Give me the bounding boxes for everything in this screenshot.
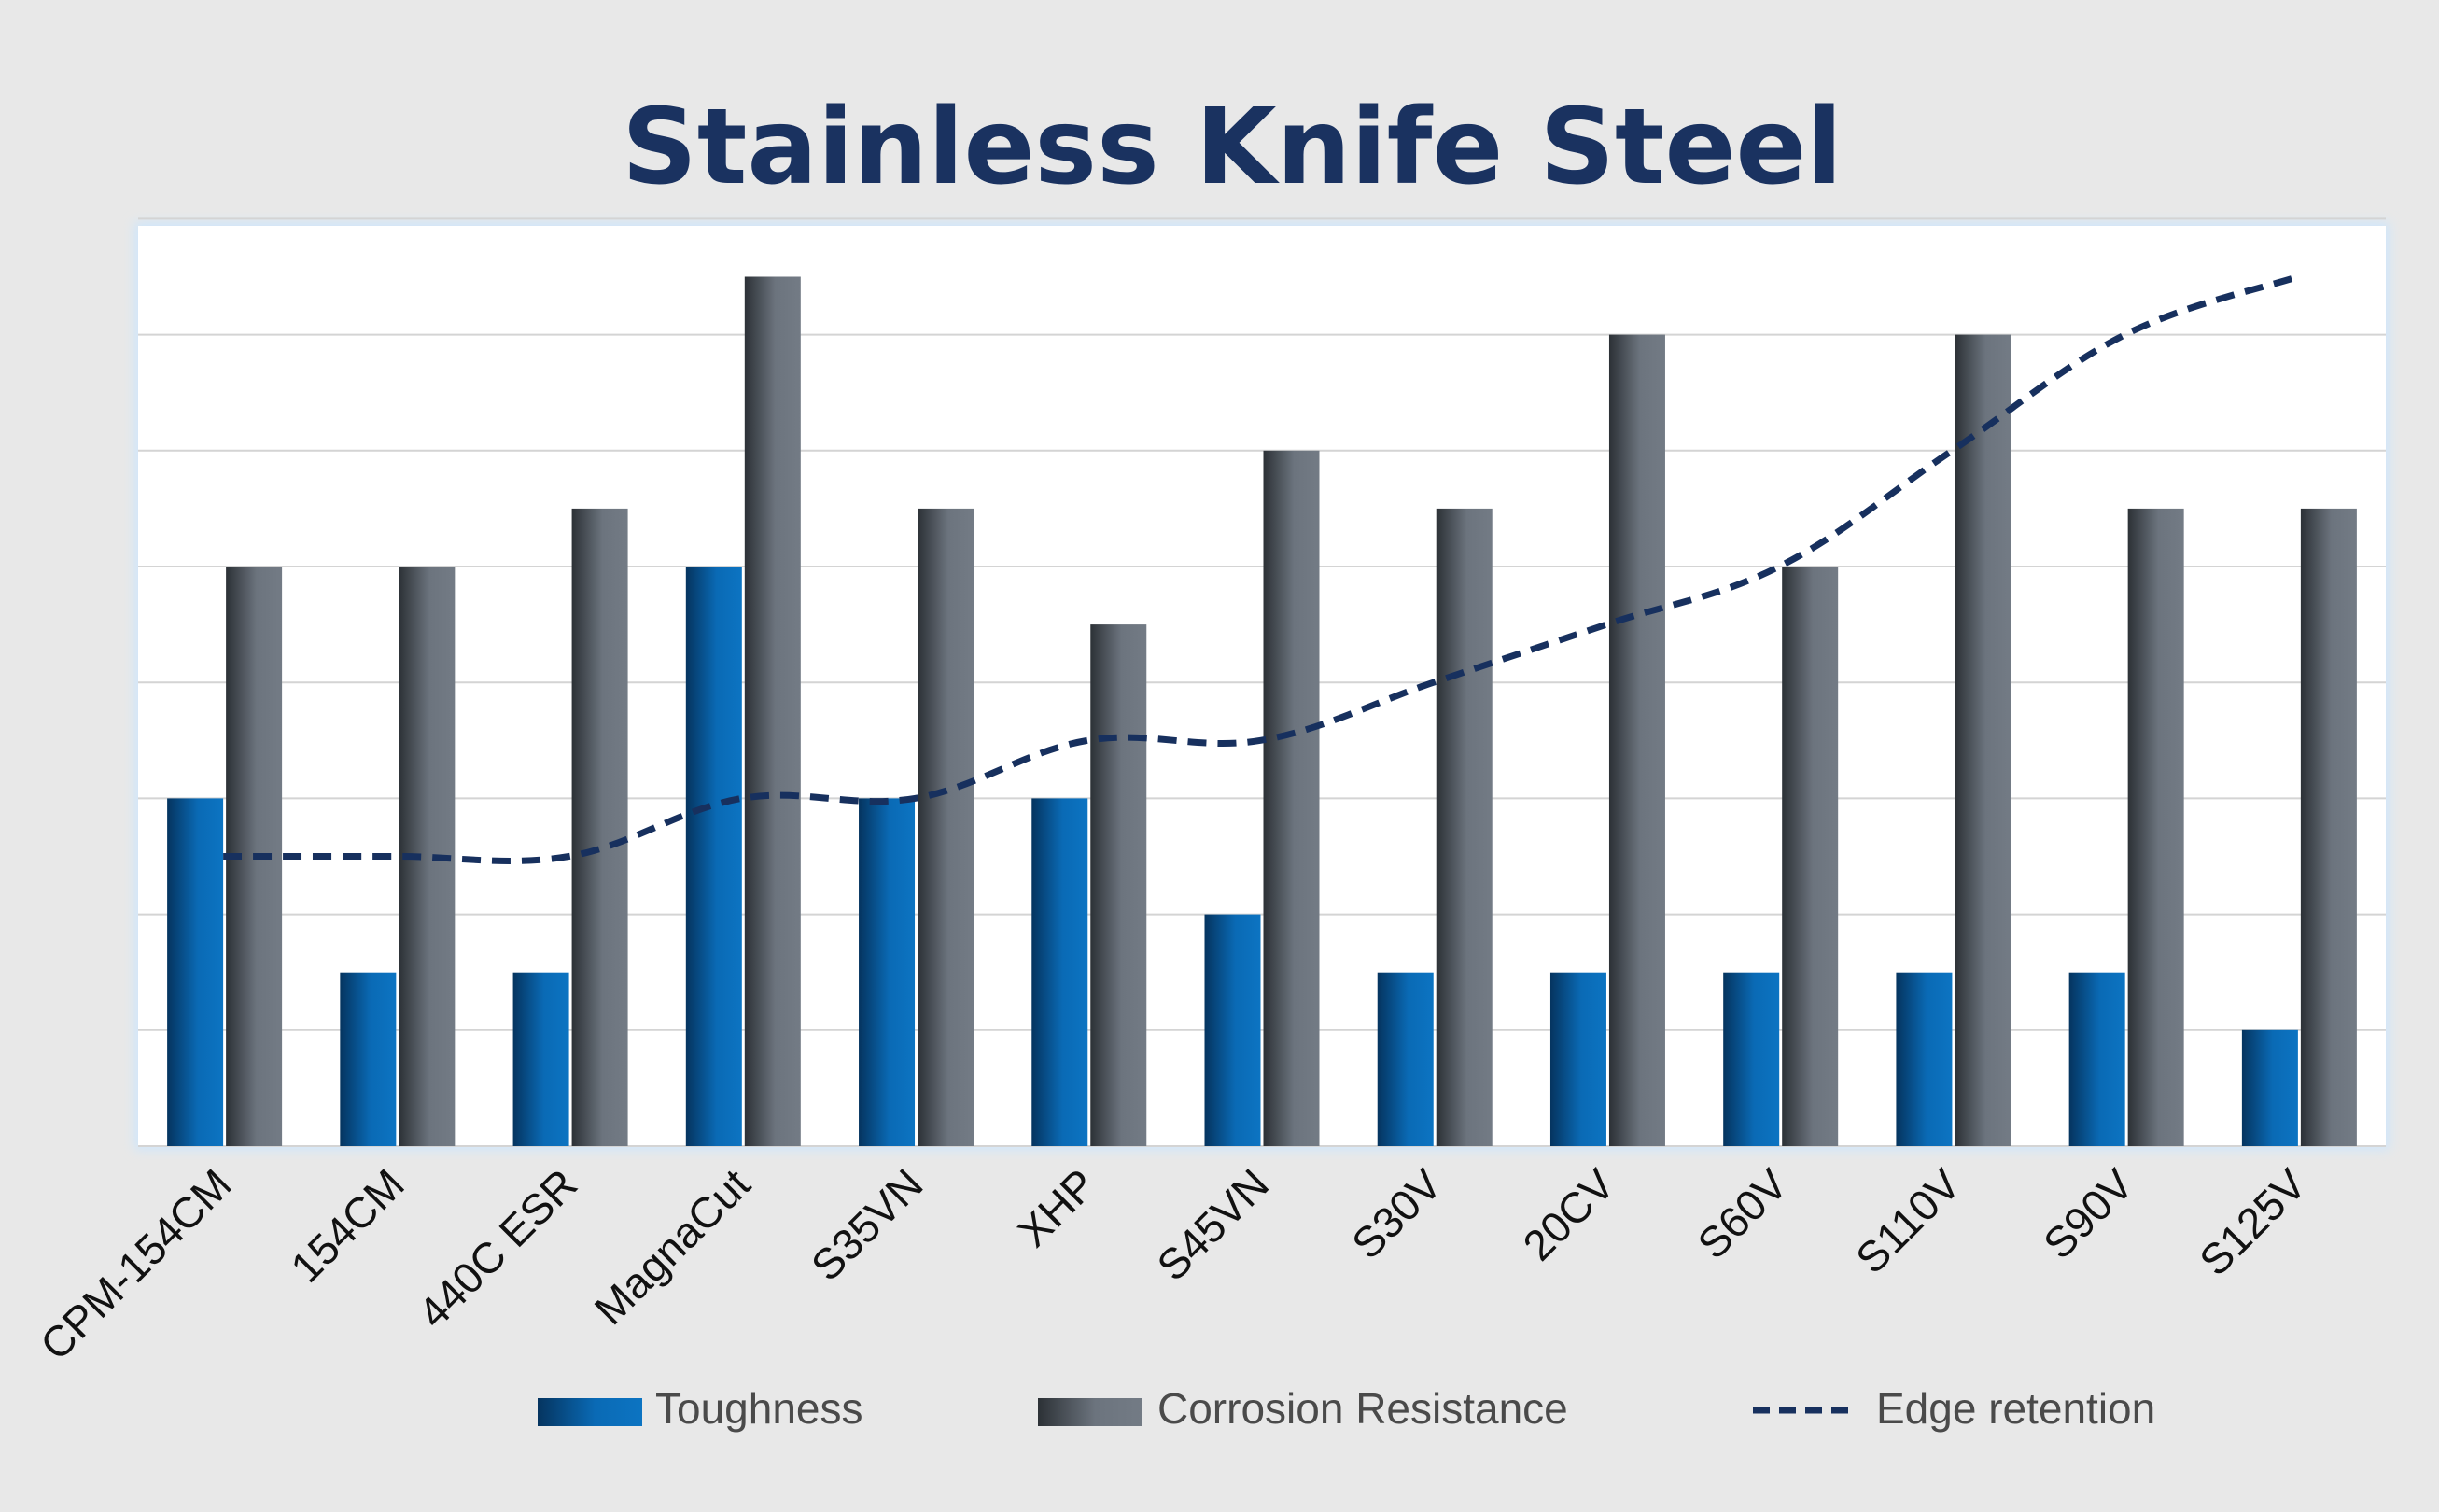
x-tick-label: CPM-154CM <box>31 1159 241 1369</box>
legend-swatch-toughness <box>538 1398 642 1426</box>
bar-toughness <box>1377 972 1434 1146</box>
x-tick-label: S60V <box>1688 1159 1797 1268</box>
bar-corrosion-resistance <box>1436 508 1493 1146</box>
x-tick-label: S110V <box>1846 1159 1969 1282</box>
bar-corrosion-resistance <box>2127 508 2184 1146</box>
x-tick-label: 20CV <box>1513 1159 1623 1269</box>
bar-corrosion-resistance <box>1782 567 1839 1146</box>
bar-toughness <box>1031 798 1088 1146</box>
bar-corrosion-resistance <box>918 508 974 1146</box>
bar-toughness <box>1896 972 1953 1146</box>
gridlines <box>138 217 2386 1147</box>
x-tick-label: MagnaCut <box>585 1159 760 1334</box>
bar-toughness <box>2241 1029 2298 1146</box>
bar-corrosion-resistance <box>744 276 801 1146</box>
x-tick-label: XHP <box>1008 1159 1105 1256</box>
bars <box>167 276 2357 1147</box>
bar-corrosion-resistance <box>1955 334 2011 1147</box>
bar-toughness <box>1549 972 1606 1146</box>
bar-corrosion-resistance <box>1090 624 1147 1146</box>
legend-label-toughness: Toughness <box>655 1384 863 1433</box>
bar-corrosion-resistance <box>2300 508 2357 1146</box>
bar-toughness <box>2068 972 2125 1146</box>
bar-toughness <box>340 972 397 1146</box>
x-tick-label: 154CM <box>281 1159 414 1292</box>
legend: Toughness Corrosion Resistance Edge rete… <box>538 1384 2155 1433</box>
bar-toughness <box>167 798 224 1146</box>
bar-corrosion-resistance <box>1608 334 1665 1147</box>
x-tick-label: S30V <box>1342 1159 1451 1268</box>
x-tick-label: S45VN <box>1147 1159 1278 1290</box>
x-tick-label: S35VN <box>802 1159 932 1290</box>
chart-title: Stainless Knife Steel <box>622 87 1843 208</box>
bar-corrosion-resistance <box>1263 450 1320 1146</box>
bar-toughness <box>512 972 569 1146</box>
x-tick-label: 440C ESR <box>409 1159 586 1337</box>
plot-area <box>138 226 2386 1146</box>
legend-label-corrosion-resistance: Corrosion Resistance <box>1157 1384 1568 1433</box>
bar-toughness <box>1204 914 1261 1146</box>
bar-toughness <box>685 567 742 1146</box>
bar-corrosion-resistance <box>571 508 628 1146</box>
bar-toughness <box>1723 972 1780 1146</box>
legend-swatch-corrosion-resistance <box>1038 1398 1142 1426</box>
legend-label-edge-retention: Edge retention <box>1876 1384 2155 1433</box>
x-tick-label: S90V <box>2034 1159 2143 1268</box>
bar-toughness <box>859 798 916 1146</box>
x-tick-label: S125V <box>2190 1159 2316 1285</box>
